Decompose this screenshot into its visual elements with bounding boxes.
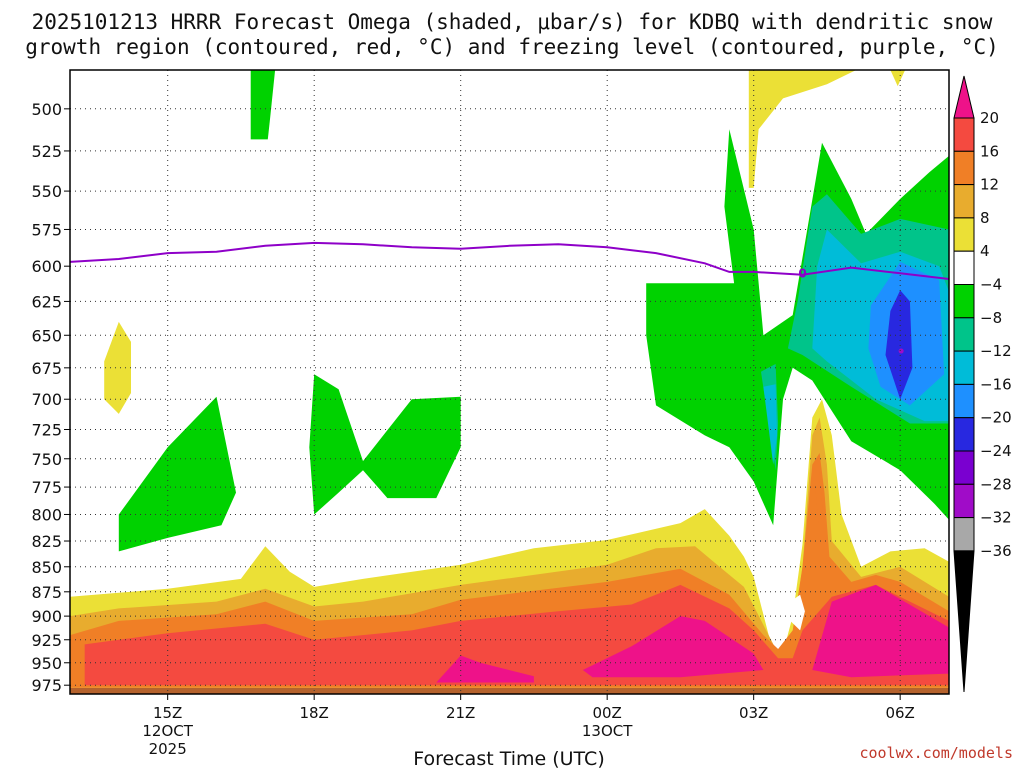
colorbar-bin xyxy=(953,450,975,485)
omega-shading xyxy=(70,70,949,694)
colorbar-bin xyxy=(953,184,975,219)
y-tick-label-775: 775 xyxy=(31,478,62,497)
colorbar-bin xyxy=(953,150,975,186)
y-tick-label-650: 650 xyxy=(31,326,62,345)
y-tick-label-825: 825 xyxy=(31,532,62,551)
colorbar-bin xyxy=(953,383,975,419)
y-tick-label-600: 600 xyxy=(31,257,62,276)
colorbar-label: −24 xyxy=(980,442,1012,460)
y-tick-label-800: 800 xyxy=(31,505,62,524)
colorbar-bin xyxy=(953,217,975,252)
y-tick-label-875: 875 xyxy=(31,583,62,602)
y-tick-label-500: 500 xyxy=(31,100,62,119)
y-tick-label-950: 950 xyxy=(31,654,62,673)
chart-title-line-2: growth region (contoured, red, °C) and f… xyxy=(25,35,999,59)
y-tick-label-900: 900 xyxy=(31,607,62,626)
region-yellow-left xyxy=(104,321,131,414)
region-magenta-3 xyxy=(812,584,949,678)
y-tick-label-575: 575 xyxy=(31,220,62,239)
freezing-level-line xyxy=(70,241,949,280)
colorbar-bin xyxy=(953,117,975,152)
region-green-blob-1 xyxy=(118,396,236,552)
colorbar-label: −32 xyxy=(980,509,1012,527)
chart-title-line-1: 2025101213 HRRR Forecast Omega (shaded, … xyxy=(32,10,993,34)
plot-frame xyxy=(69,69,950,695)
region-yellow-top-right xyxy=(890,70,906,87)
colorbar: 20 16 12 8 4 −4 −8 −12 −16 −20 −24 −28 −32 −36 xyxy=(953,75,1012,693)
x-tick-label-00Z: 00Z xyxy=(592,704,621,722)
x-axis-label: Forecast Time (UTC) xyxy=(413,748,604,768)
y-axis: 500 525 550 575 600 625 650 675 700 725 750 775 800 8… xyxy=(31,100,70,695)
x-tick-label-15Z: 15Z xyxy=(153,704,182,722)
region-ground xyxy=(70,687,949,694)
x-tick-label-21Z: 21Z xyxy=(446,704,475,722)
colorbar-label: −28 xyxy=(980,475,1012,493)
y-tick-label-925: 925 xyxy=(31,631,62,650)
colorbar-label: −8 xyxy=(980,309,1002,327)
y-tick-label-675: 675 xyxy=(31,359,62,378)
colorbar-bin-top xyxy=(953,75,975,119)
region-green-top-strip xyxy=(250,70,276,140)
colorbar-bin xyxy=(953,250,975,285)
y-tick-label-625: 625 xyxy=(31,292,62,311)
colorbar-label: 4 xyxy=(980,242,990,260)
x-tick-label-03Z: 03Z xyxy=(739,704,768,722)
colorbar-label: 20 xyxy=(980,109,999,127)
region-yellow-top xyxy=(748,70,857,188)
y-tick-label-750: 750 xyxy=(31,450,62,469)
region-dark-blue xyxy=(885,290,913,400)
x-tick-label-12OCT: 12OCT xyxy=(142,722,193,740)
x-tick-label-2025: 2025 xyxy=(149,740,187,758)
freezing-level-layer: 0 xyxy=(70,241,949,280)
region-magenta-2 xyxy=(582,616,764,678)
colorbar-label: −12 xyxy=(980,342,1012,360)
y-tick-label-725: 725 xyxy=(31,421,62,440)
y-tick-label-850: 850 xyxy=(31,558,62,577)
y-tick-label-550: 550 xyxy=(31,182,62,201)
x-tick-label-18Z: 18Z xyxy=(299,704,328,722)
colorbar-bin-bottom xyxy=(953,550,975,693)
colorbar-label: 12 xyxy=(980,176,999,194)
y-tick-label-975: 975 xyxy=(31,676,62,695)
x-tick-label-06Z: 06Z xyxy=(885,704,914,722)
colorbar-bin xyxy=(953,284,975,319)
gridlines xyxy=(70,70,949,694)
colorbar-bin xyxy=(953,517,975,552)
colorbar-bin xyxy=(953,350,975,385)
colorbar-bin xyxy=(953,483,975,519)
region-orange-spike xyxy=(814,470,823,528)
colorbar-label: −20 xyxy=(980,409,1012,427)
colorbar-label: −16 xyxy=(980,375,1012,393)
credit-text: coolwx.com/models xyxy=(859,744,1013,762)
x-tick-label-13OCT: 13OCT xyxy=(582,722,633,740)
region-cyan-lower xyxy=(763,384,778,465)
freezing-level-label: 0 xyxy=(798,266,806,280)
colorbar-label: 8 xyxy=(980,209,990,227)
region-white-bubble xyxy=(790,594,805,631)
region-purple-dot xyxy=(898,348,904,354)
colorbar-label: 16 xyxy=(980,142,999,160)
colorbar-label: −36 xyxy=(980,542,1012,560)
colorbar-bin xyxy=(953,317,975,352)
region-green-blob-2 xyxy=(309,374,461,515)
y-tick-label-525: 525 xyxy=(31,142,62,161)
colorbar-label: −4 xyxy=(980,276,1002,294)
y-tick-label-700: 700 xyxy=(31,390,62,409)
colorbar-bin xyxy=(953,417,975,452)
